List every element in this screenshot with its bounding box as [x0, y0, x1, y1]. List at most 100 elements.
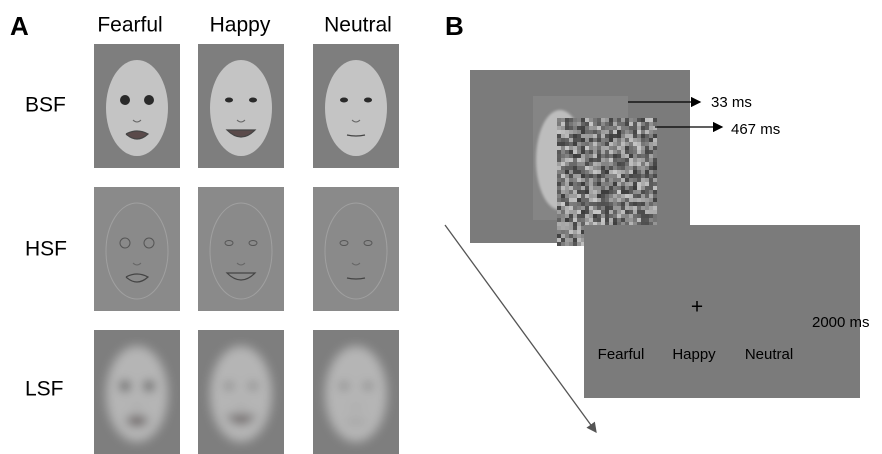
noise-cell [645, 154, 649, 158]
noise-cell [617, 150, 621, 154]
noise-cell [565, 178, 569, 182]
noise-cell [577, 230, 581, 234]
noise-cell [581, 210, 585, 214]
noise-cell [633, 158, 637, 162]
noise-cell [637, 194, 641, 198]
noise-cell [621, 122, 625, 126]
noise-cell [605, 138, 609, 142]
noise-cell [653, 158, 657, 162]
noise-cell [561, 222, 565, 226]
noise-cell [613, 162, 617, 166]
noise-cell [649, 122, 653, 126]
noise-cell [645, 198, 649, 202]
noise-cell [557, 162, 561, 166]
noise-cell [569, 222, 573, 226]
noise-cell [565, 122, 569, 126]
noise-cell [601, 218, 605, 222]
noise-cell [585, 162, 589, 166]
noise-cell [629, 166, 633, 170]
noise-cell [645, 150, 649, 154]
noise-cell [641, 174, 645, 178]
noise-cell [641, 166, 645, 170]
noise-cell [617, 162, 621, 166]
noise-cell [557, 222, 561, 226]
noise-cell [597, 214, 601, 218]
eye [120, 381, 130, 391]
noise-cell [577, 202, 581, 206]
noise-cell [589, 194, 593, 198]
face-image [94, 44, 180, 168]
noise-cell [573, 202, 577, 206]
noise-cell [609, 130, 613, 134]
noise-cell [577, 194, 581, 198]
noise-cell [605, 222, 609, 226]
noise-cell [573, 138, 577, 142]
noise-cell [629, 158, 633, 162]
noise-cell [653, 138, 657, 142]
noise-cell [561, 150, 565, 154]
noise-cell [601, 118, 605, 122]
time-arrow [444, 224, 597, 434]
noise-cell [617, 146, 621, 150]
noise-cell [613, 146, 617, 150]
noise-cell [609, 190, 613, 194]
noise-cell [569, 146, 573, 150]
noise-cell [621, 158, 625, 162]
noise-cell [649, 202, 653, 206]
noise-cell [617, 190, 621, 194]
noise-cell [621, 194, 625, 198]
noise-cell [621, 206, 625, 210]
noise-cell [577, 126, 581, 130]
noise-cell [629, 206, 633, 210]
noise-cell [577, 142, 581, 146]
noise-cell [645, 178, 649, 182]
response-option: Happy [672, 346, 716, 363]
noise-cell [609, 146, 613, 150]
noise-cell [601, 154, 605, 158]
noise-cell [565, 166, 569, 170]
noise-cell [561, 166, 565, 170]
noise-cell [569, 202, 573, 206]
mouth [125, 130, 150, 140]
eye [120, 95, 130, 105]
noise-cell [569, 162, 573, 166]
noise-cell [645, 218, 649, 222]
noise-cell [577, 166, 581, 170]
noise-cell [561, 182, 565, 186]
noise-cell [557, 178, 561, 182]
panel-label: A [10, 11, 29, 41]
noise-cell [597, 202, 601, 206]
noise-cell [621, 210, 625, 214]
noise-cell [589, 118, 593, 122]
noise-cell [653, 194, 657, 198]
noise-cell [605, 218, 609, 222]
noise-cell [641, 178, 645, 182]
noise-cell [589, 202, 593, 206]
face-shape [325, 346, 387, 442]
noise-cell [641, 218, 645, 222]
noise-cell [617, 170, 621, 174]
noise-cell [593, 138, 597, 142]
noise-cell [581, 130, 585, 134]
noise-cell [581, 202, 585, 206]
noise-cell [577, 214, 581, 218]
noise-cell [577, 198, 581, 202]
noise-cell [573, 222, 577, 226]
noise-cell [609, 218, 613, 222]
screen [584, 225, 860, 398]
noise-cell [573, 126, 577, 130]
noise-cell [641, 222, 645, 226]
noise-cell [581, 214, 585, 218]
noise-cell [581, 126, 585, 130]
noise-cell [645, 162, 649, 166]
noise-cell [593, 210, 597, 214]
noise-cell [561, 142, 565, 146]
eye [249, 383, 257, 389]
noise-cell [557, 226, 561, 230]
noise-cell [561, 190, 565, 194]
noise-cell [597, 182, 601, 186]
noise-cell [565, 158, 569, 162]
face-image [94, 187, 180, 311]
noise-cell [609, 206, 613, 210]
